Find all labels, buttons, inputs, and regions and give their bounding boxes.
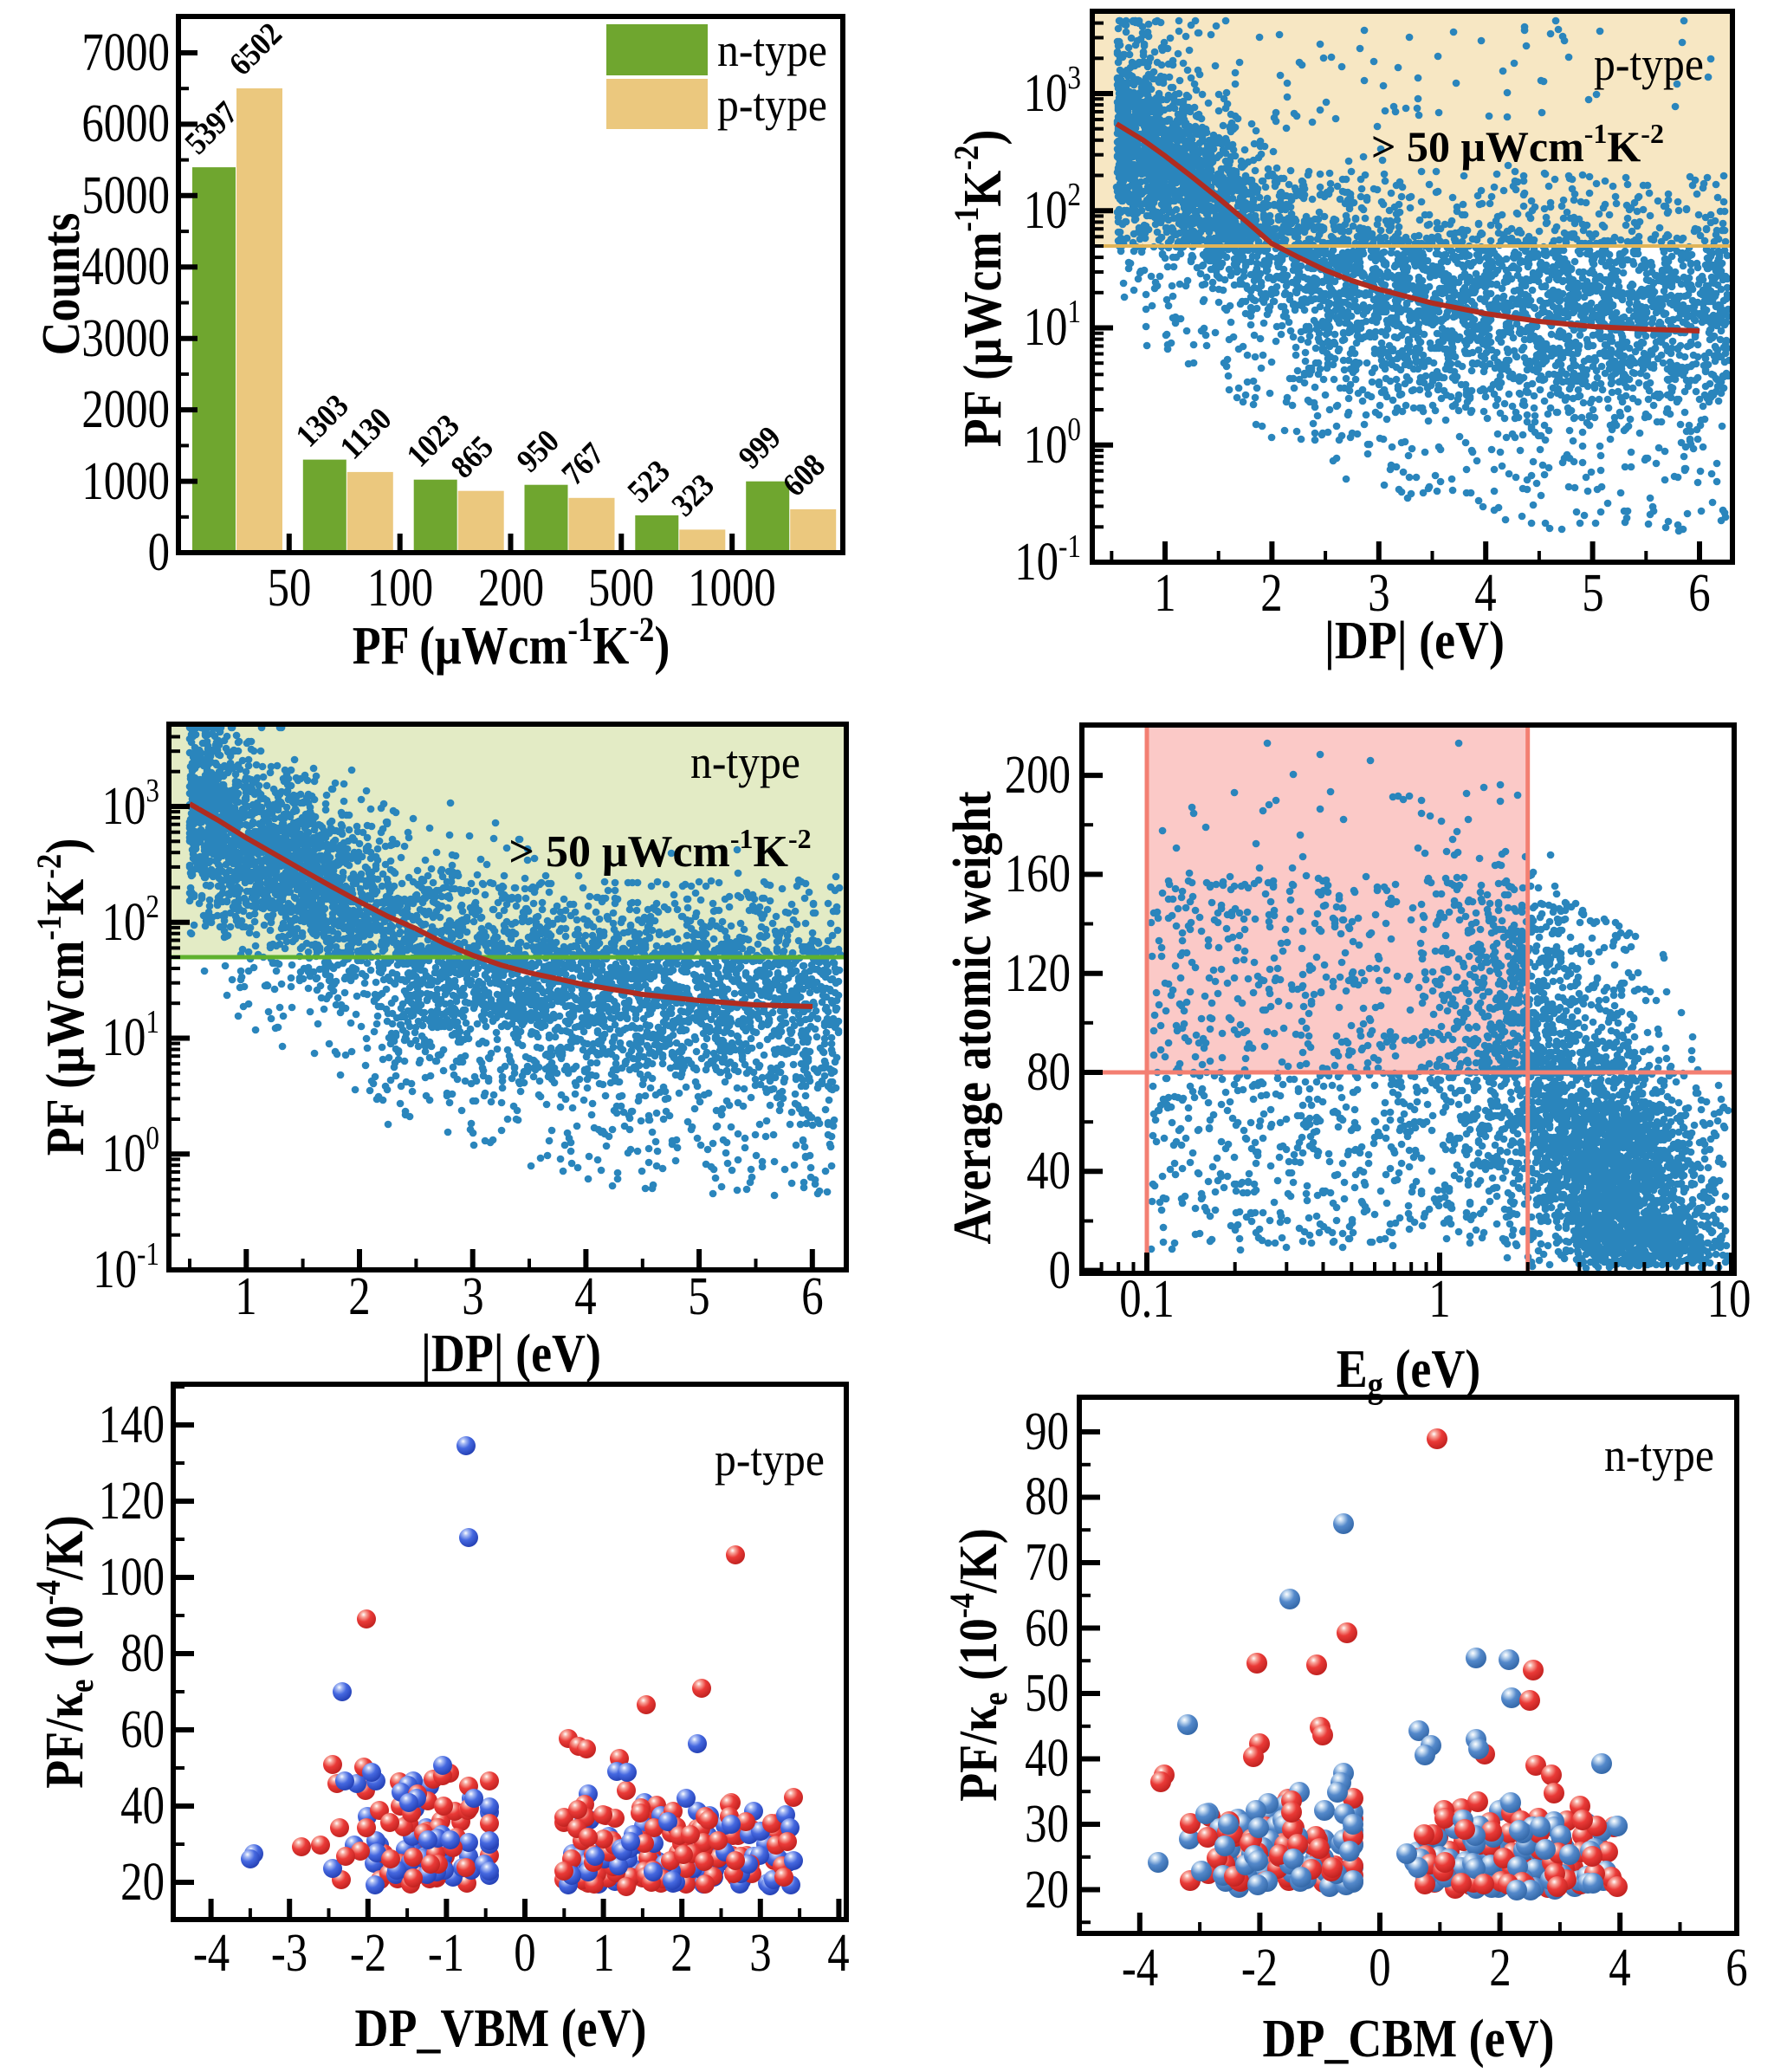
svg-text:1: 1	[592, 1923, 614, 1983]
svg-text:0: 0	[514, 1923, 535, 1983]
svg-text:40: 40	[1026, 1141, 1071, 1201]
svg-text:Average atomic weight: Average atomic weight	[942, 791, 1002, 1245]
svg-text:3: 3	[1368, 563, 1389, 623]
svg-text:3000: 3000	[81, 308, 170, 368]
svg-text:10: 10	[1707, 1269, 1751, 1329]
svg-text:0: 0	[1369, 1938, 1390, 1998]
svg-text:0: 0	[148, 522, 170, 582]
svg-text:200: 200	[478, 558, 544, 618]
svg-text:5: 5	[688, 1266, 709, 1326]
svg-text:Counts: Counts	[31, 213, 91, 356]
svg-text:2: 2	[1260, 563, 1282, 623]
svg-text:60: 60	[120, 1700, 165, 1759]
svg-text:p-type: p-type	[1594, 39, 1704, 90]
svg-text:1000: 1000	[688, 558, 776, 618]
svg-text:40: 40	[120, 1776, 165, 1836]
svg-text:n-type: n-type	[717, 25, 827, 76]
svg-text:4: 4	[827, 1923, 849, 1983]
svg-text:100: 100	[102, 1119, 159, 1183]
svg-text:2: 2	[348, 1266, 370, 1326]
svg-text:80: 80	[120, 1623, 165, 1683]
svg-text:0.1: 0.1	[1119, 1269, 1175, 1329]
svg-text:2: 2	[1489, 1938, 1511, 1998]
svg-text:100: 100	[367, 558, 433, 618]
svg-text:PF (μWcm-1K-2): PF (μWcm-1K-2)	[31, 839, 95, 1156]
svg-text:4: 4	[1609, 1938, 1630, 1998]
svg-text:6: 6	[1688, 563, 1710, 623]
svg-text:5: 5	[1582, 563, 1603, 623]
svg-text:> 50 μWcm-1K-2: > 50 μWcm-1K-2	[1371, 118, 1664, 171]
svg-text:160: 160	[1005, 844, 1071, 903]
svg-text:DP_CBM (eV): DP_CBM (eV)	[1263, 2009, 1555, 2069]
svg-text:50: 50	[268, 558, 312, 618]
svg-text:60: 60	[1025, 1598, 1069, 1658]
svg-text:PF (μWcm-1K-2): PF (μWcm-1K-2)	[949, 130, 1013, 448]
svg-text:-1: -1	[428, 1923, 464, 1983]
svg-text:1: 1	[1154, 563, 1175, 623]
svg-text:4000: 4000	[81, 236, 170, 296]
svg-text:4: 4	[1474, 563, 1496, 623]
svg-text:PF (μWcm-1K-2): PF (μWcm-1K-2)	[353, 612, 670, 676]
svg-text:-2: -2	[1241, 1938, 1278, 1998]
svg-text:PF/κe (10-4/K): PF/κe (10-4/K)	[944, 1528, 1015, 1802]
svg-text:3: 3	[462, 1266, 483, 1326]
svg-text:500: 500	[588, 558, 654, 618]
svg-text:> 50 μWcm-1K-2: > 50 μWcm-1K-2	[508, 823, 811, 877]
svg-text:102: 102	[1024, 176, 1081, 240]
svg-text:6: 6	[801, 1266, 823, 1326]
svg-text:7000: 7000	[81, 23, 170, 82]
svg-text:20: 20	[1025, 1860, 1069, 1920]
svg-text:6: 6	[1725, 1938, 1747, 1998]
svg-text:2000: 2000	[81, 379, 170, 439]
svg-text:|DP| (eV): |DP| (eV)	[1324, 611, 1505, 670]
svg-text:1: 1	[1428, 1269, 1450, 1329]
svg-text:-2: -2	[350, 1923, 386, 1983]
svg-text:200: 200	[1005, 745, 1071, 805]
svg-text:n-type: n-type	[1604, 1430, 1714, 1481]
svg-text:Eg (eV): Eg (eV)	[1337, 1339, 1481, 1406]
svg-text:p-type: p-type	[715, 1434, 825, 1486]
svg-text:1000: 1000	[81, 451, 170, 511]
svg-text:n-type: n-type	[690, 737, 800, 788]
svg-text:-4: -4	[193, 1923, 230, 1983]
svg-text:120: 120	[99, 1471, 165, 1531]
svg-text:70: 70	[1025, 1532, 1069, 1592]
svg-text:20: 20	[120, 1852, 165, 1912]
svg-text:40: 40	[1025, 1728, 1069, 1788]
svg-text:80: 80	[1025, 1467, 1069, 1526]
svg-text:100: 100	[99, 1547, 165, 1607]
svg-text:|DP| (eV): |DP| (eV)	[421, 1324, 601, 1383]
svg-text:-3: -3	[271, 1923, 308, 1983]
svg-text:5000: 5000	[81, 165, 170, 225]
svg-text:6000: 6000	[81, 94, 170, 153]
svg-text:80: 80	[1026, 1042, 1071, 1102]
svg-text:90: 90	[1025, 1402, 1069, 1461]
svg-text:3: 3	[749, 1923, 771, 1983]
svg-text:-4: -4	[1122, 1938, 1158, 1998]
svg-text:1: 1	[235, 1266, 256, 1326]
svg-text:50: 50	[1025, 1663, 1069, 1723]
svg-text:4: 4	[574, 1266, 596, 1326]
svg-text:140: 140	[99, 1395, 165, 1454]
svg-text:120: 120	[1005, 943, 1071, 1003]
svg-text:0: 0	[1049, 1240, 1071, 1300]
svg-text:DP_VBM (eV): DP_VBM (eV)	[355, 1998, 647, 2058]
svg-text:PF/κe (10-4/K): PF/κe (10-4/K)	[30, 1515, 101, 1789]
svg-text:p-type: p-type	[717, 80, 827, 131]
svg-text:2: 2	[670, 1923, 692, 1983]
svg-text:30: 30	[1025, 1794, 1069, 1854]
